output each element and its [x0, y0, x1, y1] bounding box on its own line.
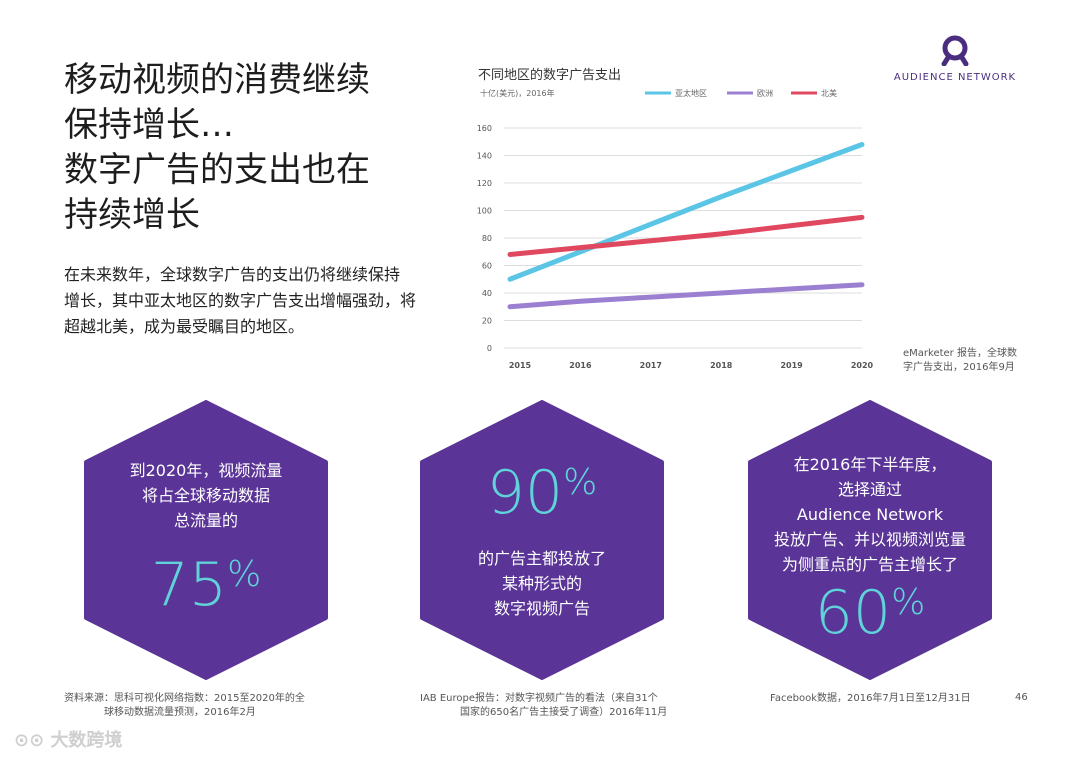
stat-line: 将占全球移动数据	[141, 486, 270, 505]
x-tick-label: 2016	[569, 361, 592, 370]
hexagon-shape	[748, 400, 992, 680]
footnote-line: 资料来源：思科可视化网络指数：2015至2020年的全	[64, 693, 305, 704]
chart-source-line: eMarketer 报告，全球数	[903, 348, 1017, 359]
intro-line: 在未来数年，全球数字广告的支出仍将继续保持	[64, 265, 401, 284]
headline-line: 移动视频的消费继续	[64, 60, 370, 100]
stat-number-value: 75	[150, 550, 228, 620]
y-tick-label: 20	[482, 317, 492, 326]
x-tick-label: 2015	[509, 361, 532, 370]
stat-line: Audience Network	[796, 505, 944, 524]
intro-line: 超越北美，成为最受瞩目的地区。	[64, 317, 305, 336]
footnote-2: IAB Europe报告：对数字视频广告的看法（来自31个 国家的650名广告主…	[420, 692, 667, 720]
watermark-text: 大数跨境	[50, 730, 123, 751]
x-tick-label: 2019	[780, 361, 803, 370]
percent-sign: %	[563, 462, 598, 503]
stat-line: 选择通过	[837, 480, 902, 499]
stat-line: 为侧重点的广告主增长了	[781, 555, 958, 574]
intro-line: 增长，其中亚太地区的数字广告支出增幅强劲，将	[64, 291, 417, 310]
x-tick-label: 2018	[710, 361, 733, 370]
stat-number-value: 90	[486, 458, 564, 528]
legend-label: 亚太地区	[675, 88, 707, 98]
stat-line: 在2016年下半年度，	[793, 455, 947, 474]
series-line	[507, 282, 865, 310]
stat-number: 90%	[420, 458, 664, 528]
stat-text: 在2016年下半年度， 选择通过 Audience Network 投放广告、并…	[748, 452, 992, 577]
percent-sign: %	[891, 582, 926, 623]
y-tick-label: 120	[477, 179, 492, 188]
stat-hexagon-3: 在2016年下半年度， 选择通过 Audience Network 投放广告、并…	[748, 400, 992, 684]
footnote-line: IAB Europe报告：对数字视频广告的看法（来自31个	[420, 693, 658, 704]
intro-paragraph: 在未来数年，全球数字广告的支出仍将继续保持 增长，其中亚太地区的数字广告支出增幅…	[64, 262, 464, 340]
brand-label: AUDIENCE NETWORK	[893, 72, 1017, 83]
chart-title: 不同地区的数字广告支出	[478, 68, 622, 83]
stat-number-value: 60	[814, 578, 892, 648]
brand: AUDIENCE NETWORK	[880, 34, 1030, 83]
series-line	[507, 214, 865, 257]
stat-number: 60%	[748, 578, 992, 648]
footnote-3: Facebook数据，2016年7月1日至12月31日	[770, 692, 971, 706]
hexagon-shape	[420, 400, 664, 680]
footnote-line: 国家的650名广告主接受了调查）2016年11月	[460, 707, 668, 718]
headline: 移动视频的消费继续 保持增长… 数字广告的支出也在 持续增长	[64, 58, 424, 238]
page-number: 46	[1015, 692, 1028, 703]
stat-line: 总流量的	[173, 511, 238, 530]
stat-line: 某种形式的	[501, 574, 582, 593]
stat-line: 数字视频广告	[493, 599, 590, 618]
y-tick-label: 0	[487, 344, 492, 353]
y-tick-label: 40	[482, 289, 492, 298]
stat-line: 投放广告、并以视频浏览量	[773, 530, 966, 549]
legend-label: 欧洲	[757, 88, 773, 98]
y-axis-label: 十亿(美元)，2016年	[480, 88, 555, 98]
headline-line: 数字广告的支出也在	[64, 150, 370, 190]
percent-sign: %	[227, 554, 262, 595]
y-tick-label: 140	[477, 152, 492, 161]
stat-line: 的广告主都投放了	[477, 549, 606, 568]
footnote-line: Facebook数据，2016年7月1日至12月31日	[770, 693, 971, 704]
stat-text: 到2020年，视频流量 将占全球移动数据 总流量的	[84, 458, 328, 533]
y-tick-label: 60	[482, 262, 492, 271]
headline-line: 保持增长…	[64, 105, 234, 145]
stat-number: 75%	[84, 550, 328, 620]
x-tick-label: 2020	[851, 361, 874, 370]
stat-line: 到2020年，视频流量	[129, 461, 283, 480]
line-chart: 十亿(美元)，2016年 亚太地区 欧洲 北美 0 20 40 60 80 100 120 140 16…	[477, 88, 874, 370]
watermark-icon: ⊙⊙	[14, 730, 51, 751]
chart-source: eMarketer 报告，全球数 字广告支出，2016年9月	[903, 347, 1017, 375]
footnote-1: 资料来源：思科可视化网络指数：2015至2020年的全 球移动数据流量预测，20…	[64, 692, 305, 720]
series-line	[507, 142, 865, 282]
watermark: ⊙⊙ 大数跨境	[14, 726, 122, 752]
y-tick-label: 160	[477, 124, 492, 133]
stat-text: 的广告主都投放了 某种形式的 数字视频广告	[420, 546, 664, 621]
chart-source-line: 字广告支出，2016年9月	[903, 362, 1015, 373]
hexagon-shape	[84, 400, 328, 680]
stat-hexagon-2: 90% 的广告主都投放了 某种形式的 数字视频广告	[420, 400, 664, 684]
legend-label: 北美	[821, 88, 837, 98]
x-tick-label: 2017	[640, 361, 662, 370]
y-tick-label: 80	[482, 234, 492, 243]
headline-line: 持续增长	[64, 195, 200, 235]
stat-hexagon-1: 到2020年，视频流量 将占全球移动数据 总流量的 75%	[84, 400, 328, 684]
footnote-line: 球移动数据流量预测，2016年2月	[104, 707, 256, 718]
y-tick-label: 100	[477, 207, 492, 216]
audience-network-logo-icon	[941, 35, 969, 67]
